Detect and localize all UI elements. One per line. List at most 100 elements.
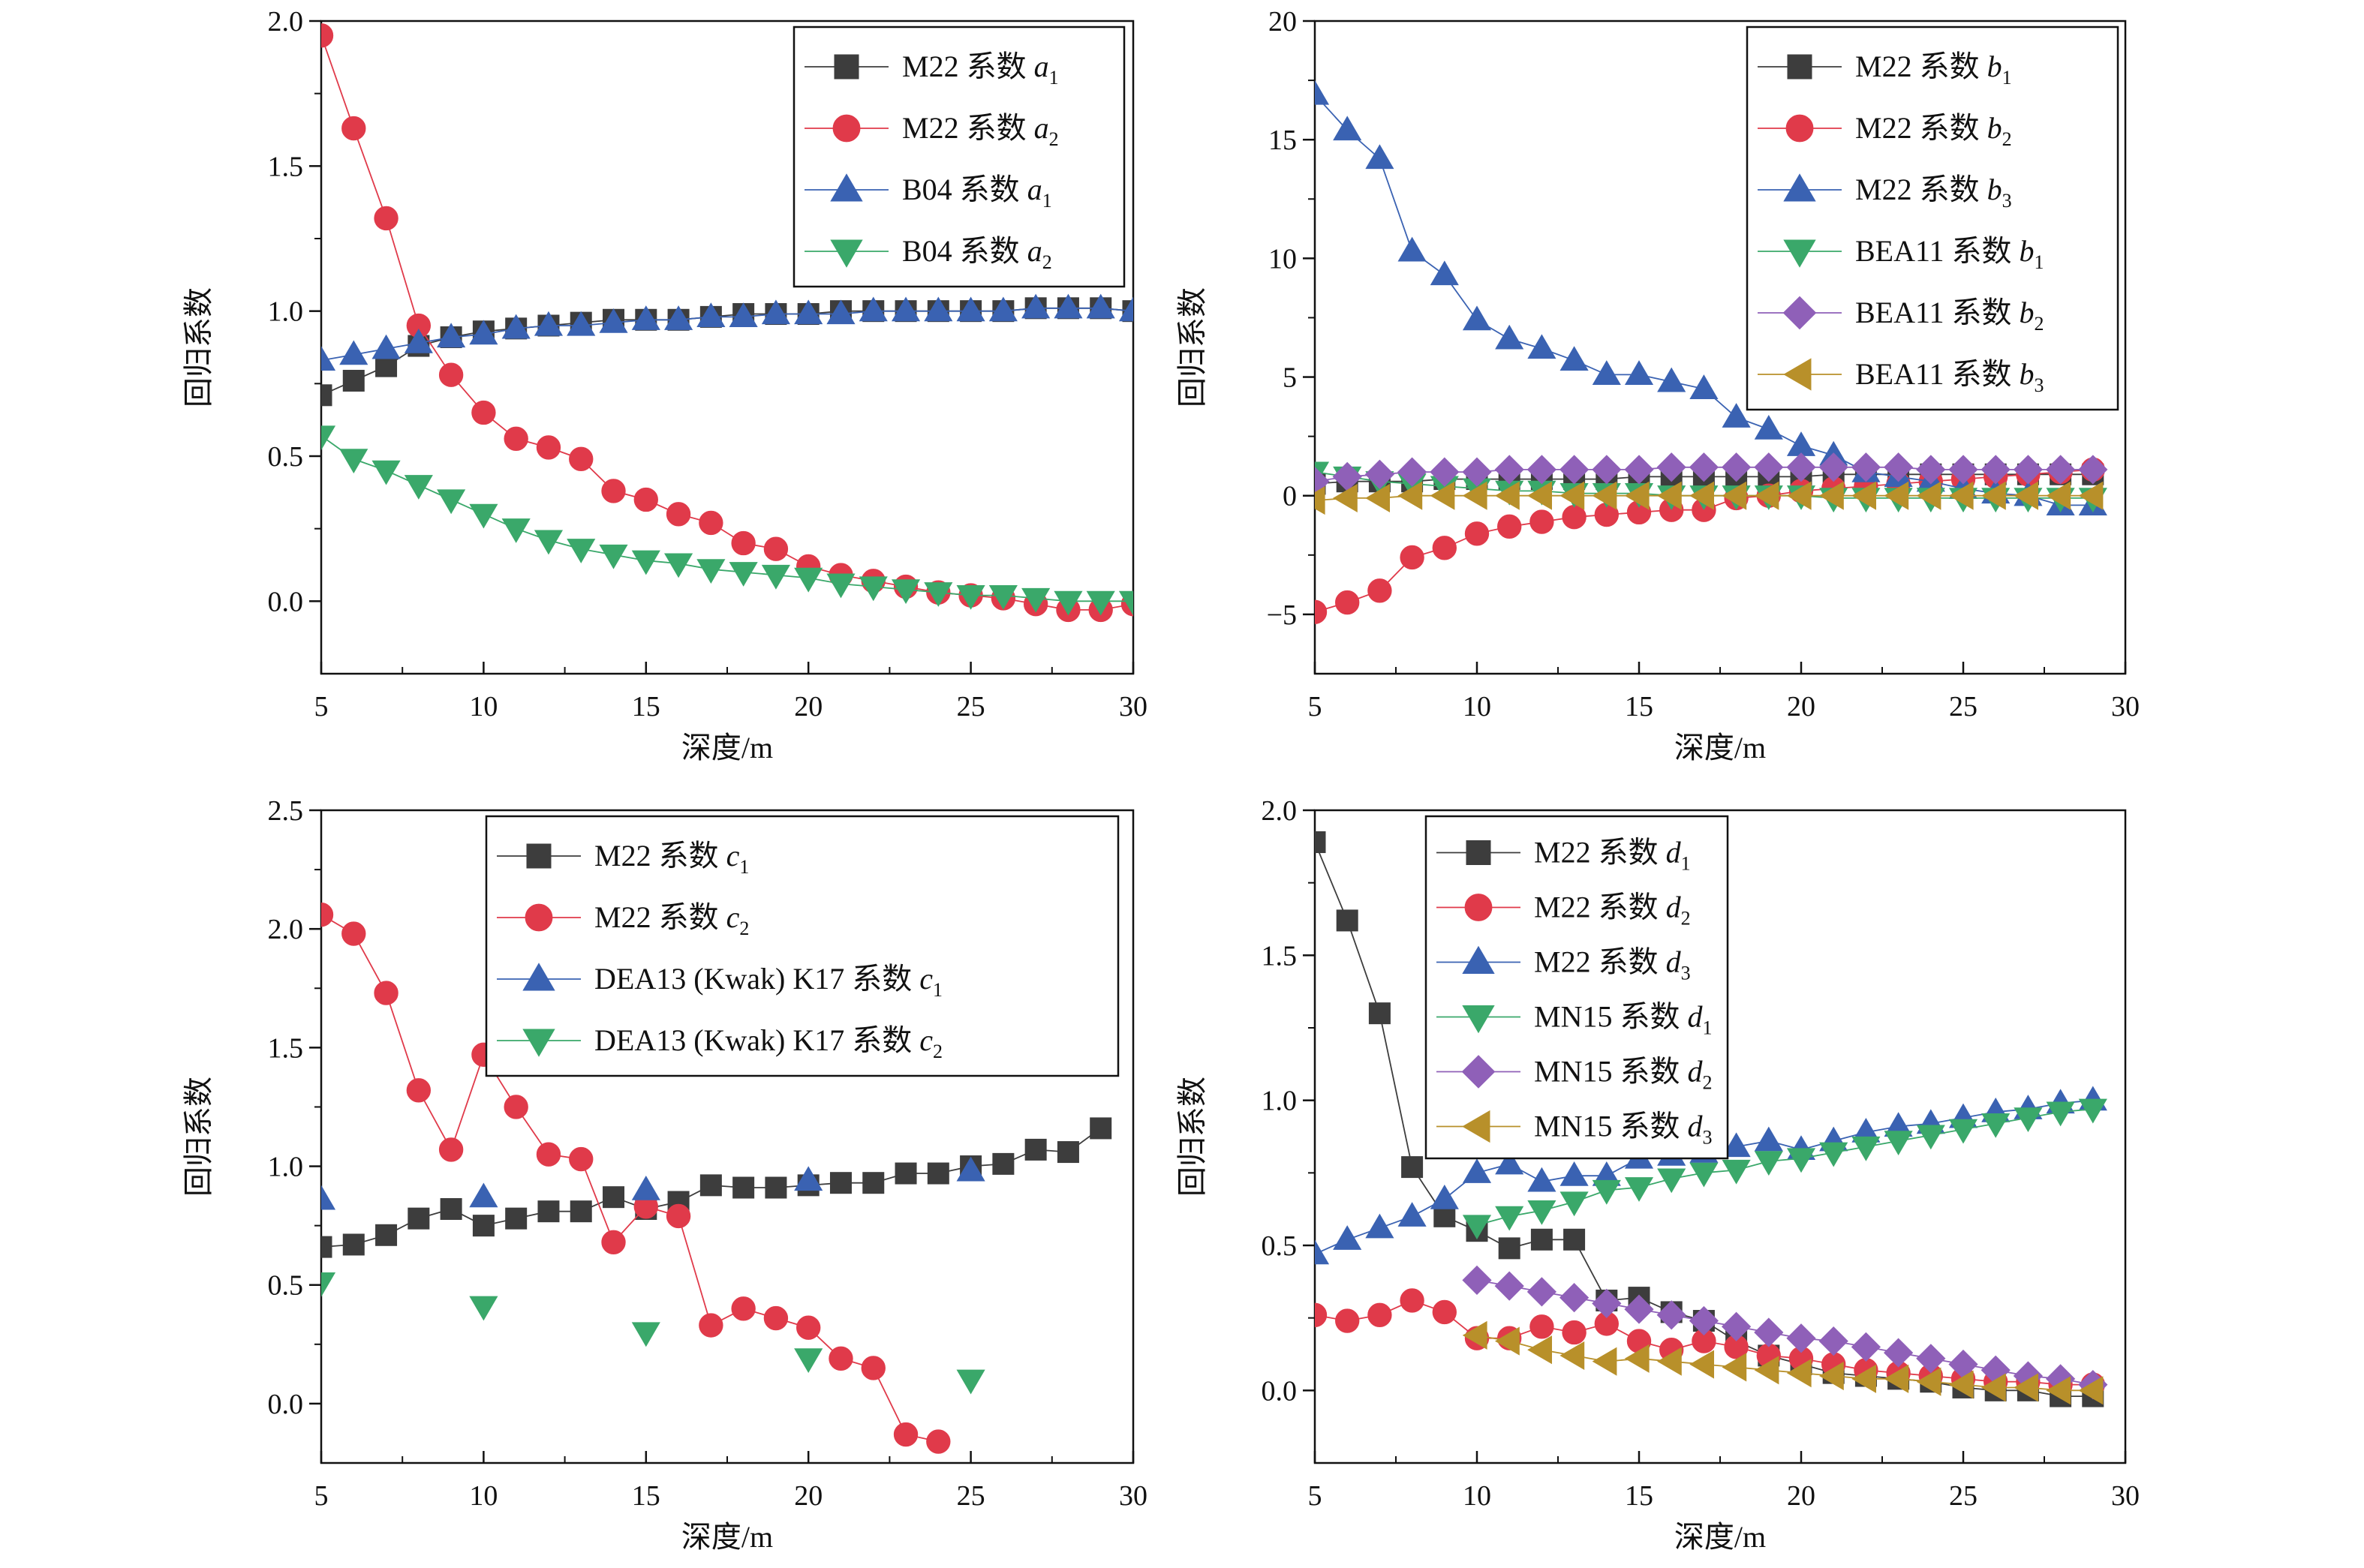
data-point: [927, 1162, 949, 1185]
legend-label-subscript: 2: [1049, 128, 1059, 150]
data-point: [1592, 360, 1621, 385]
data-point: [729, 562, 758, 587]
x-tick-label: 5: [314, 1480, 329, 1512]
legend-label-var: b: [1987, 173, 2002, 206]
data-point: [1722, 403, 1751, 428]
data-point: [341, 116, 366, 141]
y-tick-label: 0.0: [268, 586, 304, 617]
data-point: [1786, 452, 1816, 482]
data-point: [1462, 1320, 1487, 1350]
x-tick-label: 25: [1949, 1480, 1978, 1512]
data-point: [1592, 455, 1622, 485]
legend-label: M22 系数 b2: [1855, 111, 2012, 150]
legend-label: M22 系数 d1: [1534, 836, 1691, 875]
data-point: [321, 23, 334, 48]
legend-label-subscript: 2: [2035, 313, 2044, 335]
data-point: [321, 425, 336, 451]
y-tick-label: 1.0: [268, 1152, 304, 1183]
data-point: [924, 582, 953, 607]
data-point: [1981, 481, 2006, 510]
data-point: [569, 1146, 594, 1172]
data-point: [1526, 1277, 1557, 1307]
y-axis-label: 回归系数: [182, 287, 215, 407]
data-point: [2078, 1376, 2104, 1405]
data-point: [501, 314, 531, 339]
data-point: [1430, 260, 1459, 286]
legend-box: [485, 815, 1120, 1077]
data-point: [1657, 367, 1686, 392]
legend-label: M22 系数 d2: [1534, 891, 1691, 930]
legend-label: M22 系数 c1: [594, 839, 749, 878]
data-point: [1086, 590, 1115, 616]
legend-label-var: b: [2020, 357, 2035, 391]
data-point: [1315, 1239, 1330, 1265]
data-point: [861, 1356, 886, 1380]
legend-marker: [1785, 114, 1814, 143]
y-tick-label: 0.5: [1262, 1230, 1298, 1262]
series-triangle-left-b3: [1315, 481, 2104, 515]
x-tick-label: 10: [469, 691, 498, 722]
data-point: [895, 1162, 917, 1185]
data-point: [469, 503, 498, 529]
x-tick-label: 25: [957, 1480, 985, 1512]
data-point: [1884, 1131, 1913, 1155]
data-point: [534, 530, 564, 555]
data-point: [1530, 1228, 1553, 1251]
legend-label-var: b: [2020, 296, 2035, 329]
data-point: [601, 479, 626, 503]
legend-label: M22 系数 c2: [594, 900, 749, 939]
data-point: [1689, 1305, 1719, 1336]
data-point: [342, 1233, 365, 1256]
data-point: [339, 340, 368, 365]
legend-marker: [1464, 894, 1493, 921]
data-point: [1401, 1156, 1424, 1179]
data-point: [1689, 1162, 1719, 1188]
legend-label-var: a: [1027, 234, 1042, 268]
x-tick-label: 15: [1625, 691, 1653, 722]
data-point: [1754, 1151, 1783, 1176]
data-point: [1754, 1317, 1784, 1347]
y-tick-label: 2.0: [268, 6, 304, 38]
data-point: [1336, 909, 1358, 932]
data-point: [1527, 334, 1556, 359]
data-point: [321, 1185, 336, 1210]
legend-marker: [1466, 840, 1491, 865]
data-point: [826, 299, 856, 325]
legend-marker: [1462, 1005, 1495, 1034]
x-tick-label: 10: [1463, 691, 1491, 722]
legend-label-var: b: [2020, 234, 2035, 268]
y-axis-label: 回归系数: [1175, 1077, 1209, 1197]
y-tick-label: 0.0: [1262, 1375, 1298, 1407]
data-point: [1981, 1373, 2006, 1402]
legend-label: DEA13 (Kwak) K17 系数 c2: [594, 1023, 943, 1062]
data-point: [1754, 481, 1779, 510]
data-point: [2046, 1101, 2075, 1127]
legend-label-subscript: 1: [1702, 1017, 1712, 1039]
data-point: [1365, 483, 1391, 512]
data-point: [1786, 481, 1812, 510]
legend-label: DEA13 (Kwak) K17 系数 c1: [594, 962, 943, 1001]
data-point: [731, 530, 756, 556]
data-point: [1722, 1353, 1747, 1382]
data-point: [1559, 481, 1585, 510]
data-point: [988, 296, 1018, 322]
y-tick-label: 20: [1268, 6, 1297, 38]
legend-label: BEA11 系数 b2: [1855, 296, 2044, 335]
data-point: [1559, 1282, 1590, 1313]
y-tick-label: 2.5: [268, 795, 304, 827]
data-point: [1526, 455, 1557, 485]
data-point: [1400, 545, 1424, 570]
series-triangle-down-a2: [321, 425, 1133, 616]
data-point: [696, 559, 726, 584]
data-point: [956, 1369, 985, 1395]
legend-label-text: M22 系数: [1855, 50, 1987, 83]
data-point: [1657, 481, 1682, 510]
series-triangle-up-a1: [321, 293, 1133, 371]
legend-label-subscript: 3: [2035, 374, 2044, 396]
data-point: [1432, 1299, 1457, 1325]
legend-label-subscript: 3: [2002, 190, 2012, 212]
y-tick-label: 5: [1283, 362, 1297, 394]
data-point: [437, 323, 466, 348]
data-point: [631, 1175, 660, 1200]
data-point: [1819, 1142, 1848, 1167]
